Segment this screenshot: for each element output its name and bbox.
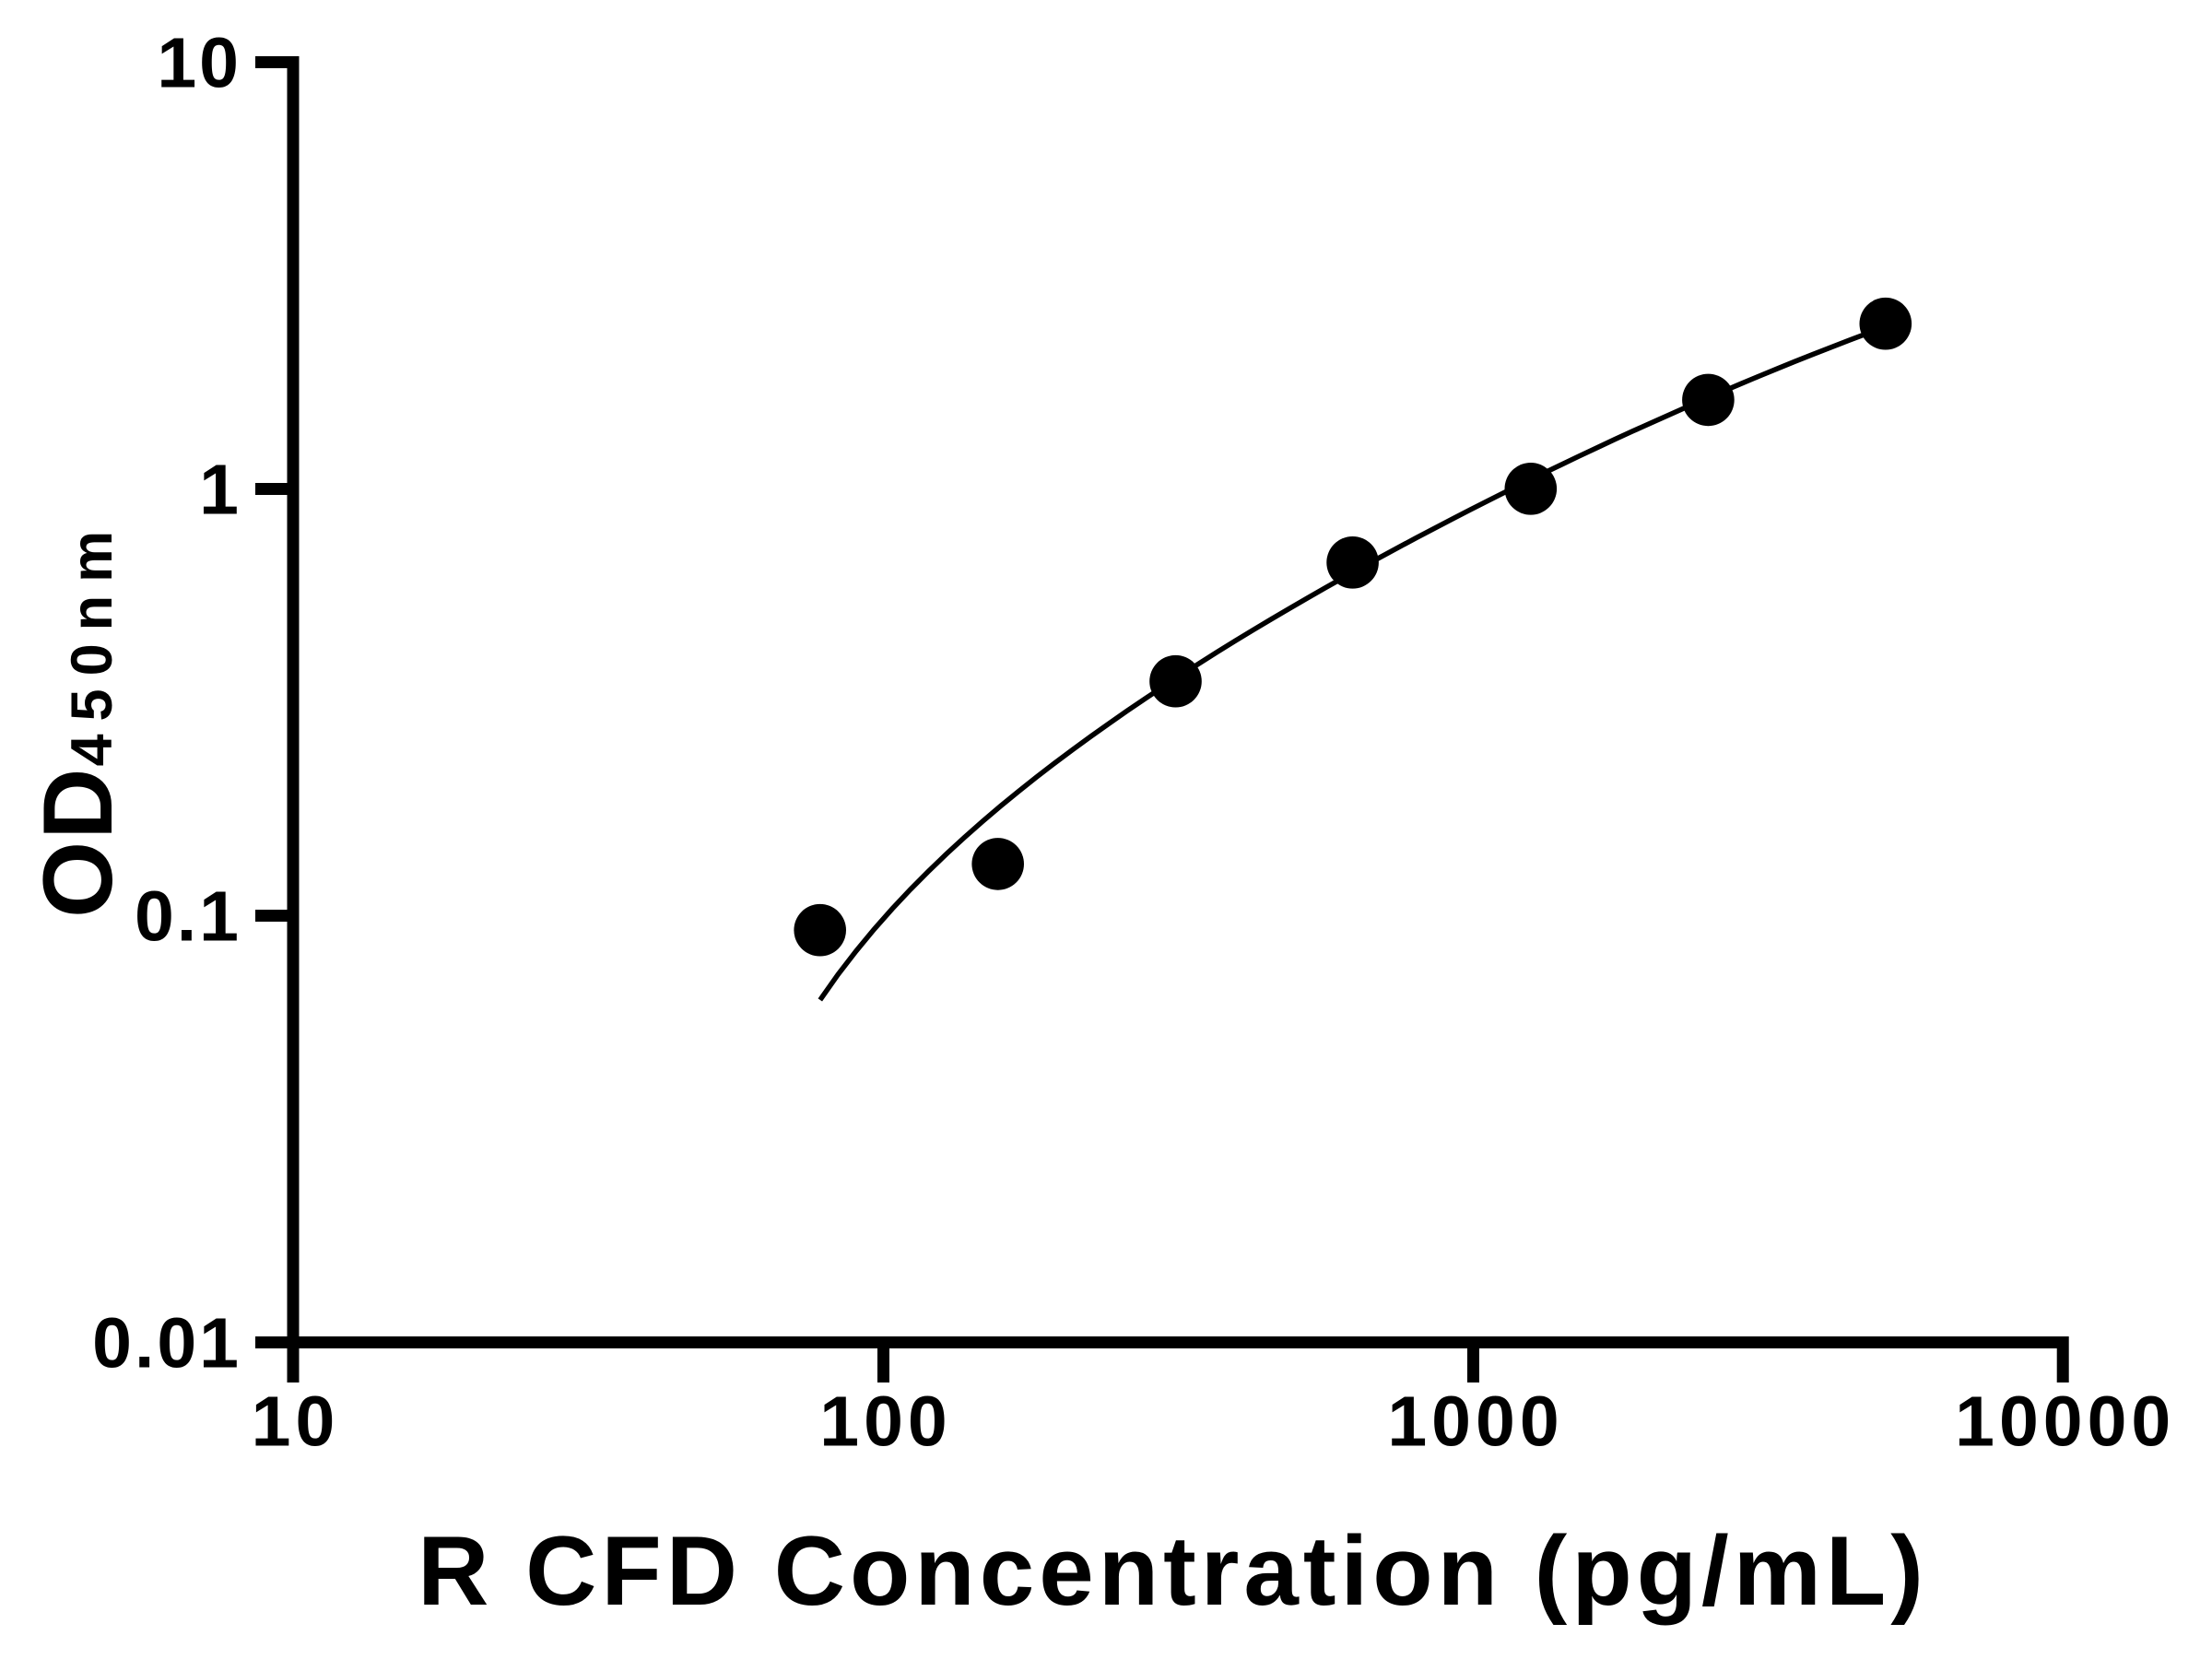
svg-text:10: 10 [157,23,241,102]
svg-text:10: 10 [252,1382,340,1461]
svg-text:R CFD Concentration (pg/mL): R CFD Concentration (pg/mL) [418,1515,1928,1626]
svg-text:1: 1 [199,450,241,529]
svg-text:10000: 10000 [1955,1382,2175,1461]
svg-text:1000: 1000 [1387,1382,1563,1461]
svg-text:100: 100 [819,1382,951,1461]
svg-text:0.1: 0.1 [135,877,241,956]
svg-text:OD450nm: OD450nm [22,518,133,918]
svg-text:0.01: 0.01 [92,1303,241,1382]
